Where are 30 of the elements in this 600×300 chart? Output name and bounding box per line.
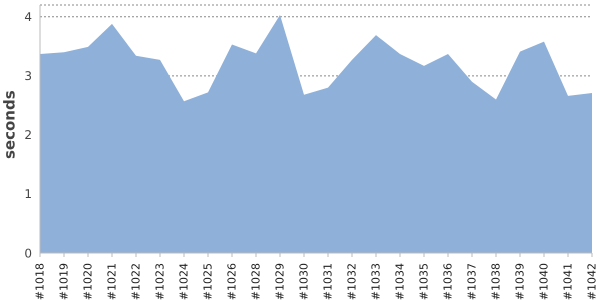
x-tick-label: #1034: [394, 263, 406, 300]
x-tick-label: #1026: [226, 263, 238, 300]
x-tick-label: #1037: [466, 263, 478, 300]
x-tick-label: #1028: [250, 263, 262, 300]
y-tick-label: 2: [24, 128, 32, 142]
x-tick-label: #1020: [82, 263, 94, 300]
x-tick-label: #1032: [346, 263, 358, 300]
x-tick-label: #1024: [178, 263, 190, 300]
y-tick-label: 0: [24, 246, 32, 260]
x-tick-label: #1035: [418, 263, 430, 300]
x-tick-label: #1019: [58, 263, 70, 300]
y-axis-title: seconds: [0, 90, 18, 159]
x-tick-label: #1033: [370, 263, 382, 300]
y-tick-label: 4: [24, 10, 32, 24]
x-tick-label: #1042: [586, 263, 598, 300]
x-tick-label: #1039: [514, 263, 526, 300]
x-tick-label: #1023: [154, 263, 166, 300]
x-tick-label: #1030: [298, 263, 310, 300]
x-tick-label: #1041: [562, 263, 574, 300]
x-tick-label: #1029: [274, 263, 286, 300]
x-tick-label: #1018: [34, 263, 46, 300]
x-tick-label: #1040: [538, 263, 550, 300]
x-tick-label: #1031: [322, 263, 334, 300]
x-tick-label: #1038: [490, 263, 502, 300]
y-tick-label: 3: [24, 69, 32, 84]
y-tick-label: 1: [24, 187, 32, 202]
x-tick-label: #1036: [442, 263, 454, 300]
x-tick-label: #1021: [106, 263, 118, 300]
x-tick-label: #1022: [130, 263, 142, 300]
x-tick-label: #1025: [202, 263, 214, 300]
